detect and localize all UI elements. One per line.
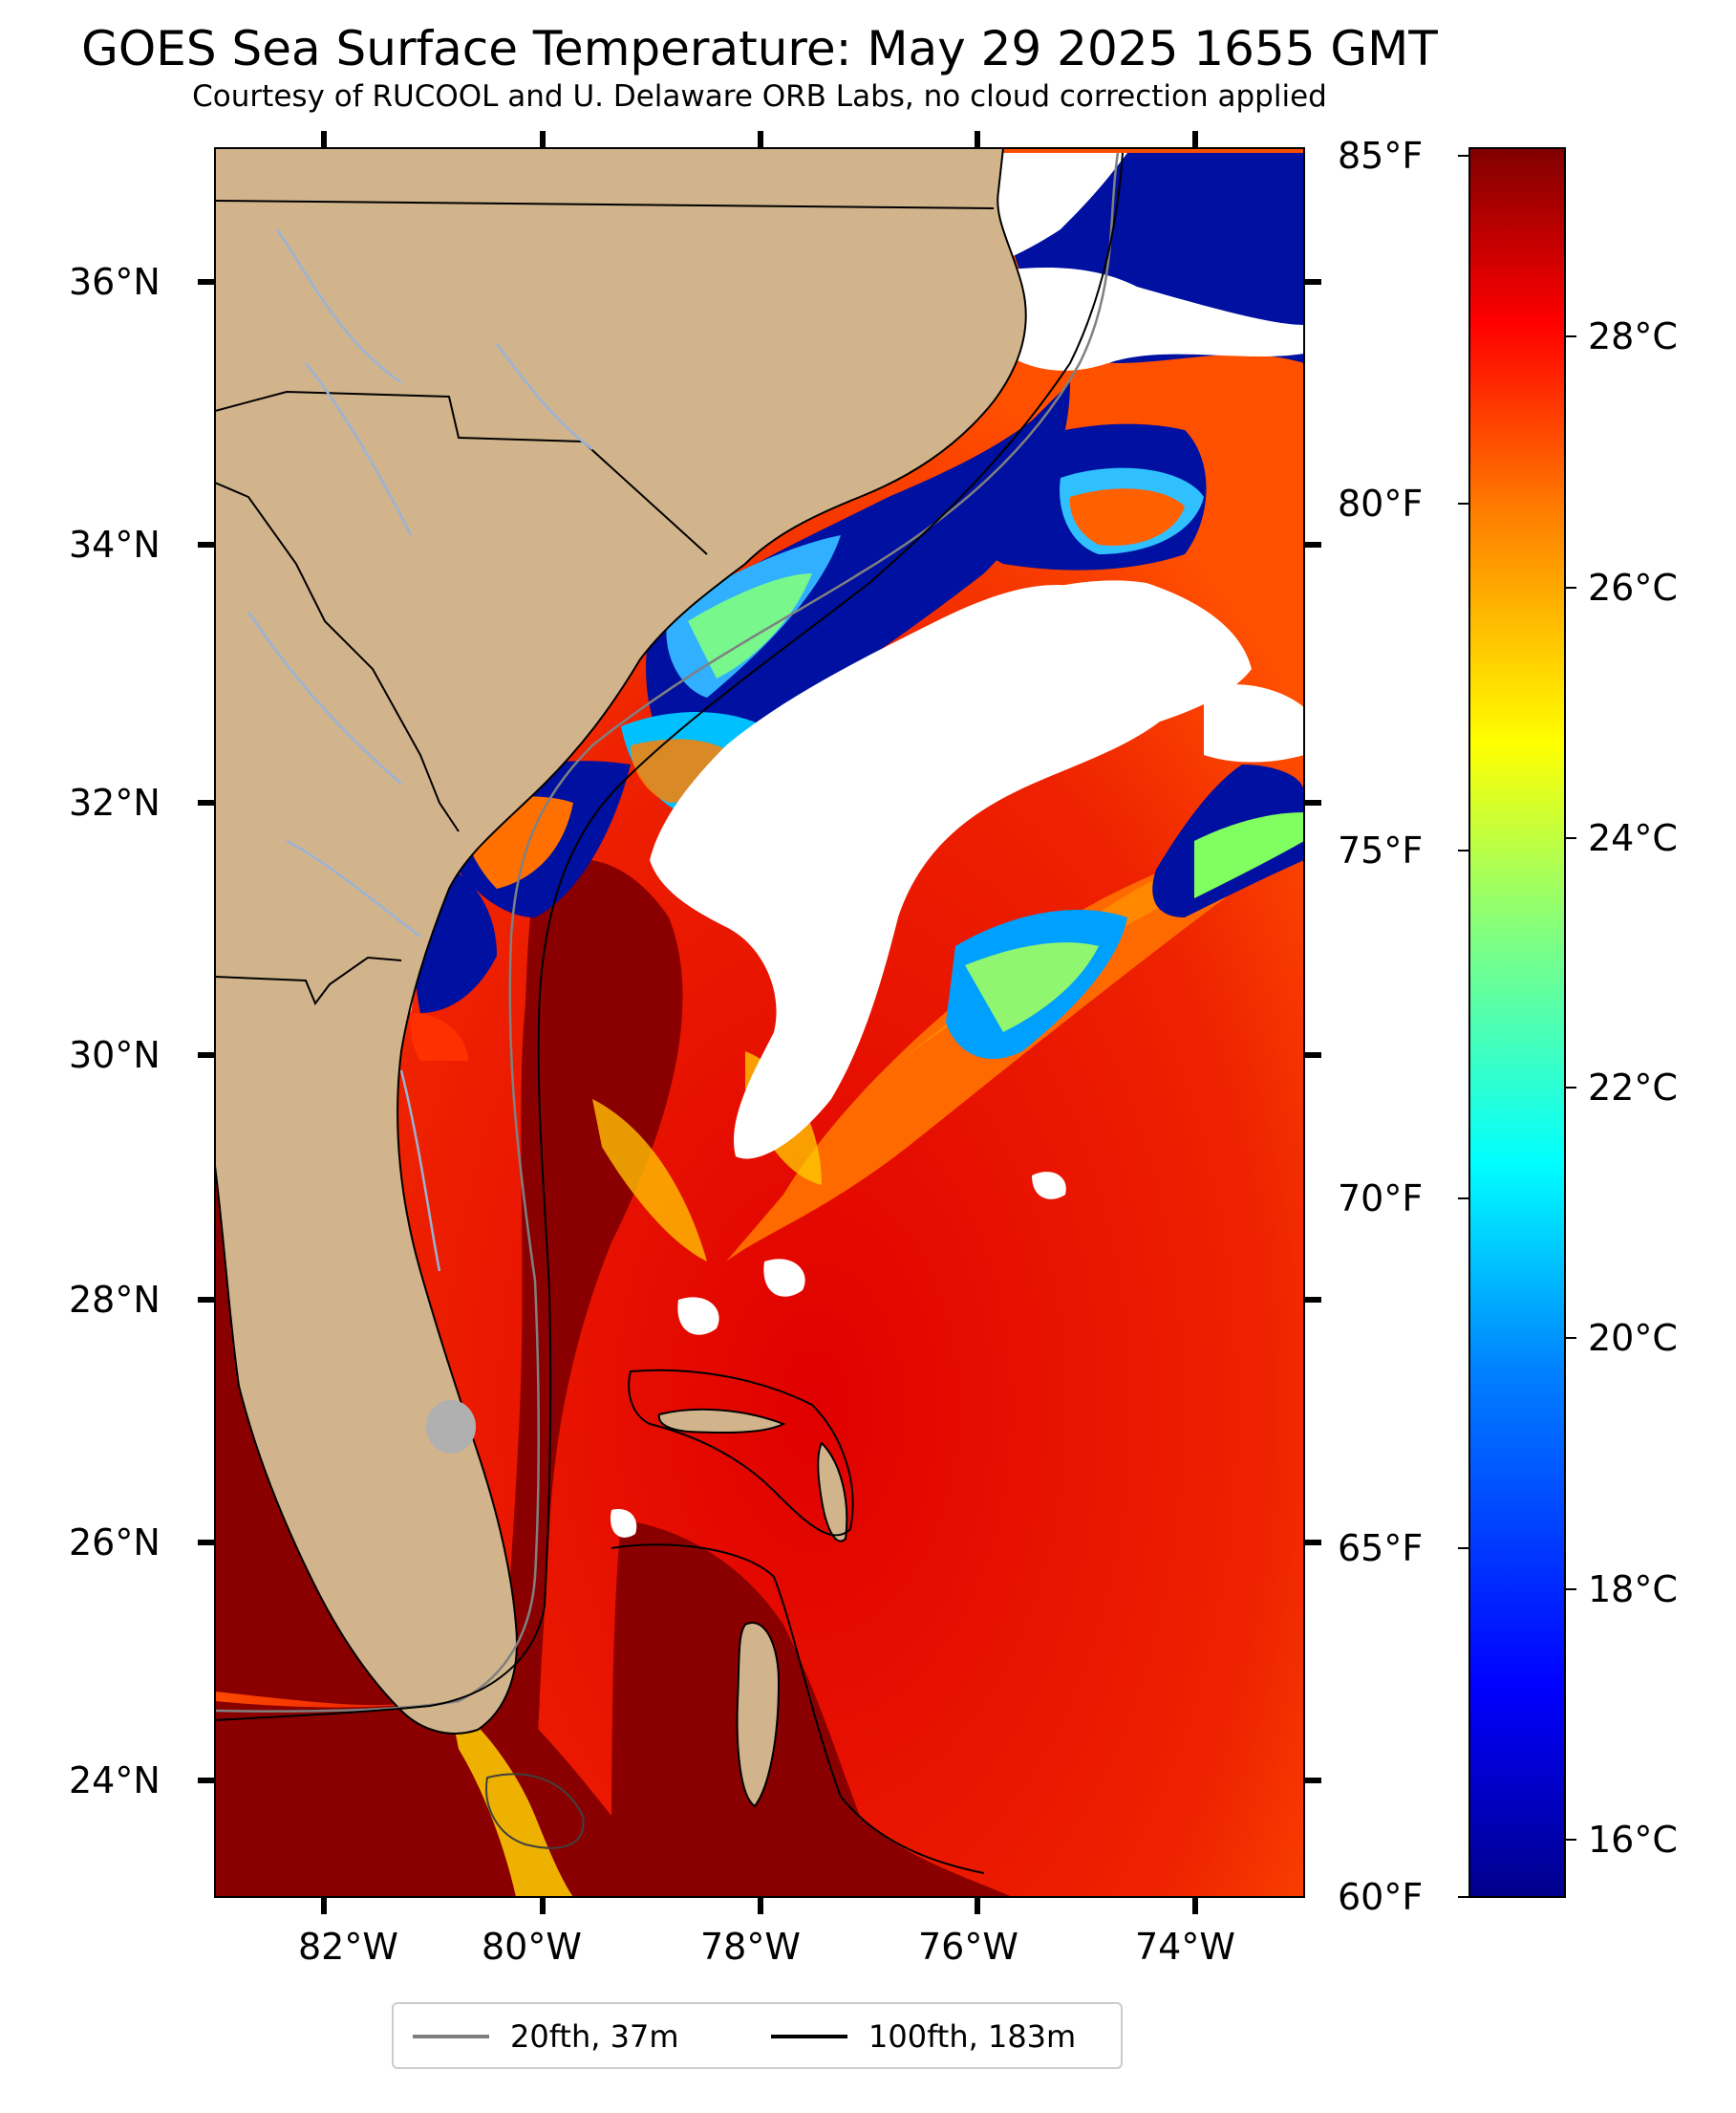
lon-label-78w: 78°W bbox=[700, 1926, 801, 1968]
map-title: GOES Sea Surface Temperature: May 29 202… bbox=[81, 21, 1438, 76]
gulf-of-mexico-warm bbox=[215, 1156, 420, 1706]
lon-label-76w: 76°W bbox=[918, 1926, 1018, 1968]
colorbar-label-75f: 75°F bbox=[1338, 830, 1424, 872]
colorbar-label-24c: 24°C bbox=[1588, 817, 1678, 859]
legend-label-100fth: 100fth, 183m bbox=[868, 2018, 1077, 2055]
lat-label-36n: 36°N bbox=[69, 261, 161, 303]
colorbar-label-22c: 22°C bbox=[1588, 1067, 1678, 1109]
cloud-mask-central bbox=[650, 584, 1185, 1159]
gulf-stream-core bbox=[497, 859, 683, 1897]
colorbar-label-85f: 85°F bbox=[1338, 135, 1424, 177]
colorbar-label-70f: 70°F bbox=[1338, 1177, 1424, 1219]
legend-item-100fth: 100fth, 183m bbox=[771, 2017, 1076, 2056]
colorbar-label-60f: 60°F bbox=[1338, 1876, 1424, 1918]
map-major-ticks bbox=[198, 131, 1321, 1914]
colorbar bbox=[1468, 147, 1566, 1898]
lake-okeechobee bbox=[426, 1400, 476, 1454]
legend-line-gray bbox=[413, 2035, 489, 2038]
lat-label-34n: 34°N bbox=[69, 524, 161, 566]
rivers bbox=[246, 228, 593, 1272]
isobath-20fth bbox=[215, 152, 1120, 1713]
colorbar-ticks bbox=[1458, 155, 1576, 1898]
isobath-100fth bbox=[215, 152, 1124, 1721]
colorbar-label-18c: 18°C bbox=[1588, 1568, 1678, 1610]
lon-label-80w: 80°W bbox=[482, 1926, 582, 1968]
andros-island bbox=[736, 1622, 781, 1808]
lat-label-30n: 30°N bbox=[69, 1034, 161, 1076]
state-border-sc-ga bbox=[215, 482, 460, 832]
colorbar-label-80f: 80°F bbox=[1338, 483, 1424, 525]
legend-line-black bbox=[771, 2035, 847, 2038]
land-southeast-us bbox=[215, 148, 1027, 1735]
state-border-va-nc bbox=[215, 200, 995, 209]
map-subtitle: Courtesy of RUCOOL and U. Delaware ORB L… bbox=[192, 79, 1327, 114]
colorbar-label-26c: 26°C bbox=[1588, 567, 1678, 609]
map-area bbox=[215, 148, 1304, 1897]
isobath-legend: 20fth, 37m 100fth, 183m bbox=[392, 2002, 1123, 2069]
colorbar-label-20c: 20°C bbox=[1588, 1317, 1678, 1359]
legend-item-20fth: 20fth, 37m bbox=[413, 2017, 678, 2056]
lat-label-24n: 24°N bbox=[69, 1759, 161, 1801]
state-border-ga-fl bbox=[215, 956, 402, 1005]
lat-label-26n: 26°N bbox=[69, 1521, 161, 1563]
legend-label-20fth: 20fth, 37m bbox=[510, 2018, 679, 2055]
lon-label-82w: 82°W bbox=[298, 1926, 398, 1968]
colorbar-label-65f: 65°F bbox=[1338, 1527, 1424, 1569]
state-border-nc-sc bbox=[215, 390, 708, 555]
lon-label-74w: 74°W bbox=[1135, 1926, 1235, 1968]
lat-label-32n: 32°N bbox=[69, 782, 161, 824]
lat-label-28n: 28°N bbox=[69, 1279, 161, 1321]
colorbar-label-28c: 28°C bbox=[1588, 315, 1678, 357]
colorbar-label-16c: 16°C bbox=[1588, 1819, 1678, 1861]
